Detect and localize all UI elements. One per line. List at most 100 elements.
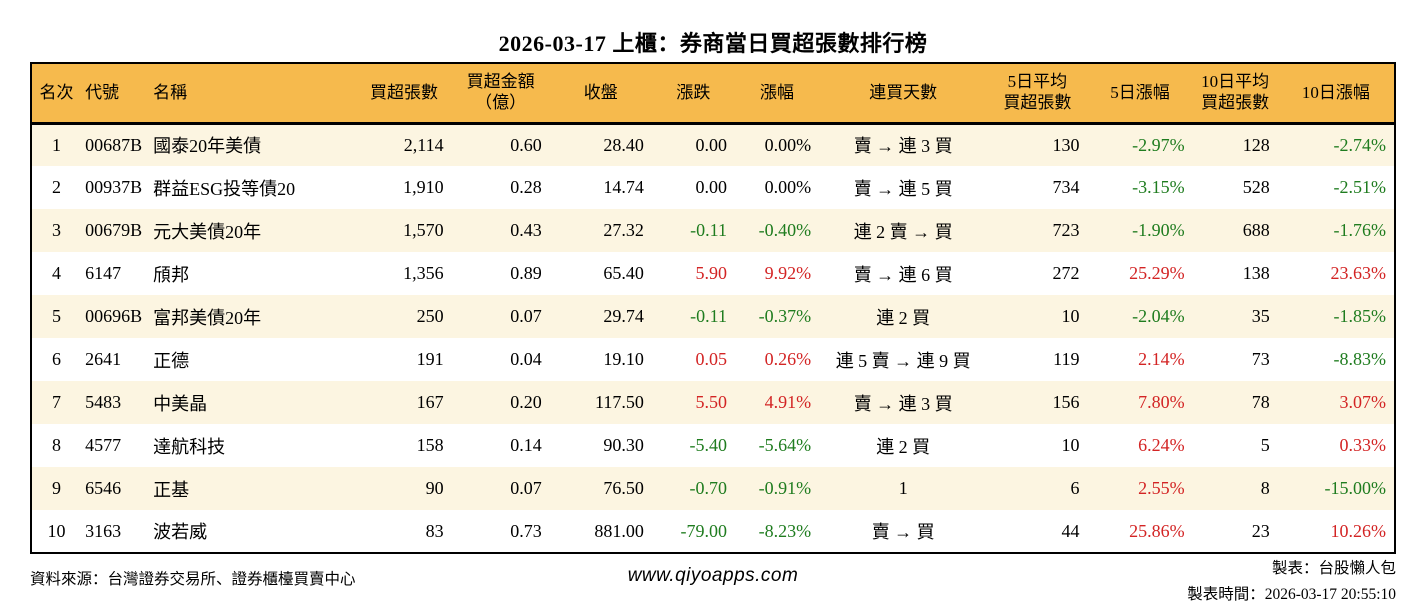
change-cell: 5.50 [695, 392, 727, 412]
pct10-cell: -1.76% [1333, 220, 1387, 240]
net-buy-amount-cell: 0.07 [510, 478, 542, 498]
change-pct-cell: 9.92% [764, 263, 812, 283]
change-cell: -79.00 [680, 520, 727, 541]
avg10-volume-cell: 5 [1260, 435, 1270, 455]
change-cell: 0.05 [695, 349, 727, 369]
close-cell: 90.30 [603, 435, 644, 455]
avg5-volume-cell: 10 [1061, 435, 1080, 455]
code-cell: 00696B [85, 306, 143, 326]
col-header-rank: 名次 [31, 63, 82, 125]
close-cell: 65.40 [603, 263, 644, 283]
col-header-avg10-volume: 10日平均 買超張數 [1192, 63, 1278, 125]
page-title: 2026-03-17 上櫃：券商當日買超張數排行榜 [498, 31, 928, 56]
made-time-text: 製表時間：2026-03-17 20:55:10 [1187, 585, 1396, 603]
name-cell: 正基 [153, 479, 190, 500]
close-cell: 76.50 [603, 478, 644, 498]
change-cell: 5.90 [695, 263, 727, 283]
change-cell: -0.11 [690, 220, 727, 240]
code-cell: 3163 [85, 520, 122, 541]
close-cell: 29.74 [603, 306, 644, 326]
net-buy-amount-cell: 0.20 [510, 392, 542, 412]
net-buy-volume-cell: 1,356 [403, 263, 444, 283]
pct5-cell: 7.80% [1138, 392, 1185, 412]
change-pct-cell: 0.00% [764, 177, 812, 197]
col-header-pct5: 5日漲幅 [1087, 63, 1193, 125]
change-pct-cell: 4.91% [764, 392, 812, 412]
pct10-cell: -15.00% [1324, 478, 1387, 498]
buy-streak-cell: 連 5 賣 → 連 9 買 [835, 350, 971, 371]
close-cell: 117.50 [595, 392, 644, 412]
footer: 資料來源：台灣證券交易所、證券櫃檯買賣中心 www.qiyoapps.com 製… [30, 556, 1396, 612]
change-cell: 0.00 [695, 134, 727, 155]
net-buy-volume-cell: 2,114 [403, 134, 444, 155]
rank-cell: 9 [52, 478, 62, 498]
website-text: www.qiyoapps.com [627, 565, 799, 586]
name-cell: 正德 [153, 350, 190, 371]
change-pct-cell: -8.23% [758, 520, 812, 541]
avg5-volume-cell: 130 [1052, 134, 1080, 155]
col-header-change-pct: 漲幅 [734, 63, 820, 125]
pct10-cell: -2.74% [1333, 134, 1387, 155]
buy-streak-cell: 賣 → 連 6 買 [853, 264, 953, 285]
pct5-cell: -2.97% [1132, 134, 1185, 155]
name-cell: 頎邦 [153, 264, 190, 285]
pct10-cell: 10.26% [1330, 520, 1387, 541]
table-row: 2 00937B 群益ESG投等債20 1,910 0.28 14.74 0.0… [31, 166, 1395, 209]
avg5-volume-cell: 10 [1061, 306, 1080, 326]
rank-cell: 6 [52, 349, 62, 369]
col-header-close: 收盤 [549, 63, 652, 125]
net-buy-volume-cell: 250 [416, 306, 444, 326]
credit-block: 製表：台股懶人包 製表時間：2026-03-17 20:55:10 [1187, 556, 1396, 607]
avg10-volume-cell: 35 [1251, 306, 1270, 326]
net-buy-amount-cell: 0.14 [510, 435, 542, 455]
buy-streak-cell: 1 [898, 478, 908, 498]
buy-streak-cell: 連 2 賣 → 買 [853, 221, 953, 242]
table-row: 10 3163 波若威 83 0.73 881.00 -79.00 -8.23%… [31, 510, 1395, 553]
code-cell: 5483 [85, 392, 122, 412]
rank-cell: 10 [47, 520, 66, 541]
avg5-volume-cell: 734 [1052, 177, 1080, 197]
pct10-cell: 0.33% [1339, 435, 1387, 455]
net-buy-amount-cell: 0.89 [510, 263, 542, 283]
avg10-volume-cell: 138 [1242, 263, 1270, 283]
code-cell: 6147 [85, 263, 122, 283]
buy-streak-cell: 賣 → 買 [871, 522, 935, 542]
col-header-change: 漲跌 [651, 63, 735, 125]
close-cell: 28.40 [603, 134, 644, 155]
name-cell: 元大美債20年 [153, 221, 262, 242]
net-buy-amount-cell: 0.28 [510, 177, 542, 197]
net-buy-volume-cell: 90 [425, 478, 444, 498]
close-cell: 19.10 [603, 349, 644, 369]
rank-cell: 7 [52, 392, 62, 412]
pct10-cell: -1.85% [1333, 306, 1387, 326]
code-cell: 00679B [85, 220, 143, 240]
pct5-cell: 25.86% [1129, 520, 1185, 541]
name-cell: 中美晶 [153, 393, 208, 414]
close-cell: 881.00 [594, 520, 644, 541]
avg5-volume-cell: 44 [1061, 520, 1080, 541]
code-cell: 00687B [85, 134, 143, 155]
rank-cell: 1 [52, 134, 62, 155]
rank-cell: 4 [52, 263, 62, 283]
name-cell: 富邦美債20年 [153, 307, 262, 328]
avg10-volume-cell: 128 [1242, 134, 1270, 155]
rank-cell: 3 [52, 220, 62, 240]
col-header-net-buy-amount: 買超金額 （億） [451, 63, 550, 125]
pct5-cell: -3.15% [1132, 177, 1185, 197]
net-buy-volume-cell: 1,910 [403, 177, 444, 197]
buy-streak-cell: 賣 → 連 3 買 [853, 393, 953, 414]
change-pct-cell: -5.64% [758, 435, 812, 455]
col-header-avg5-volume: 5日平均 買超張數 [987, 63, 1088, 125]
name-cell: 達航科技 [153, 436, 226, 457]
avg10-volume-cell: 73 [1251, 349, 1270, 369]
close-cell: 27.32 [603, 220, 644, 240]
avg10-volume-cell: 23 [1251, 520, 1270, 541]
pct10-cell: 23.63% [1330, 263, 1387, 283]
net-buy-volume-cell: 167 [416, 392, 444, 412]
table-row: 5 00696B 富邦美債20年 250 0.07 29.74 -0.11 -0… [31, 295, 1395, 338]
table-row: 1 00687B 國泰20年美債 2,114 0.60 28.40 0.00 0… [31, 123, 1395, 166]
avg5-volume-cell: 119 [1053, 349, 1080, 369]
col-header-code: 代號 [81, 63, 150, 125]
buy-streak-cell: 連 2 買 [876, 436, 931, 457]
